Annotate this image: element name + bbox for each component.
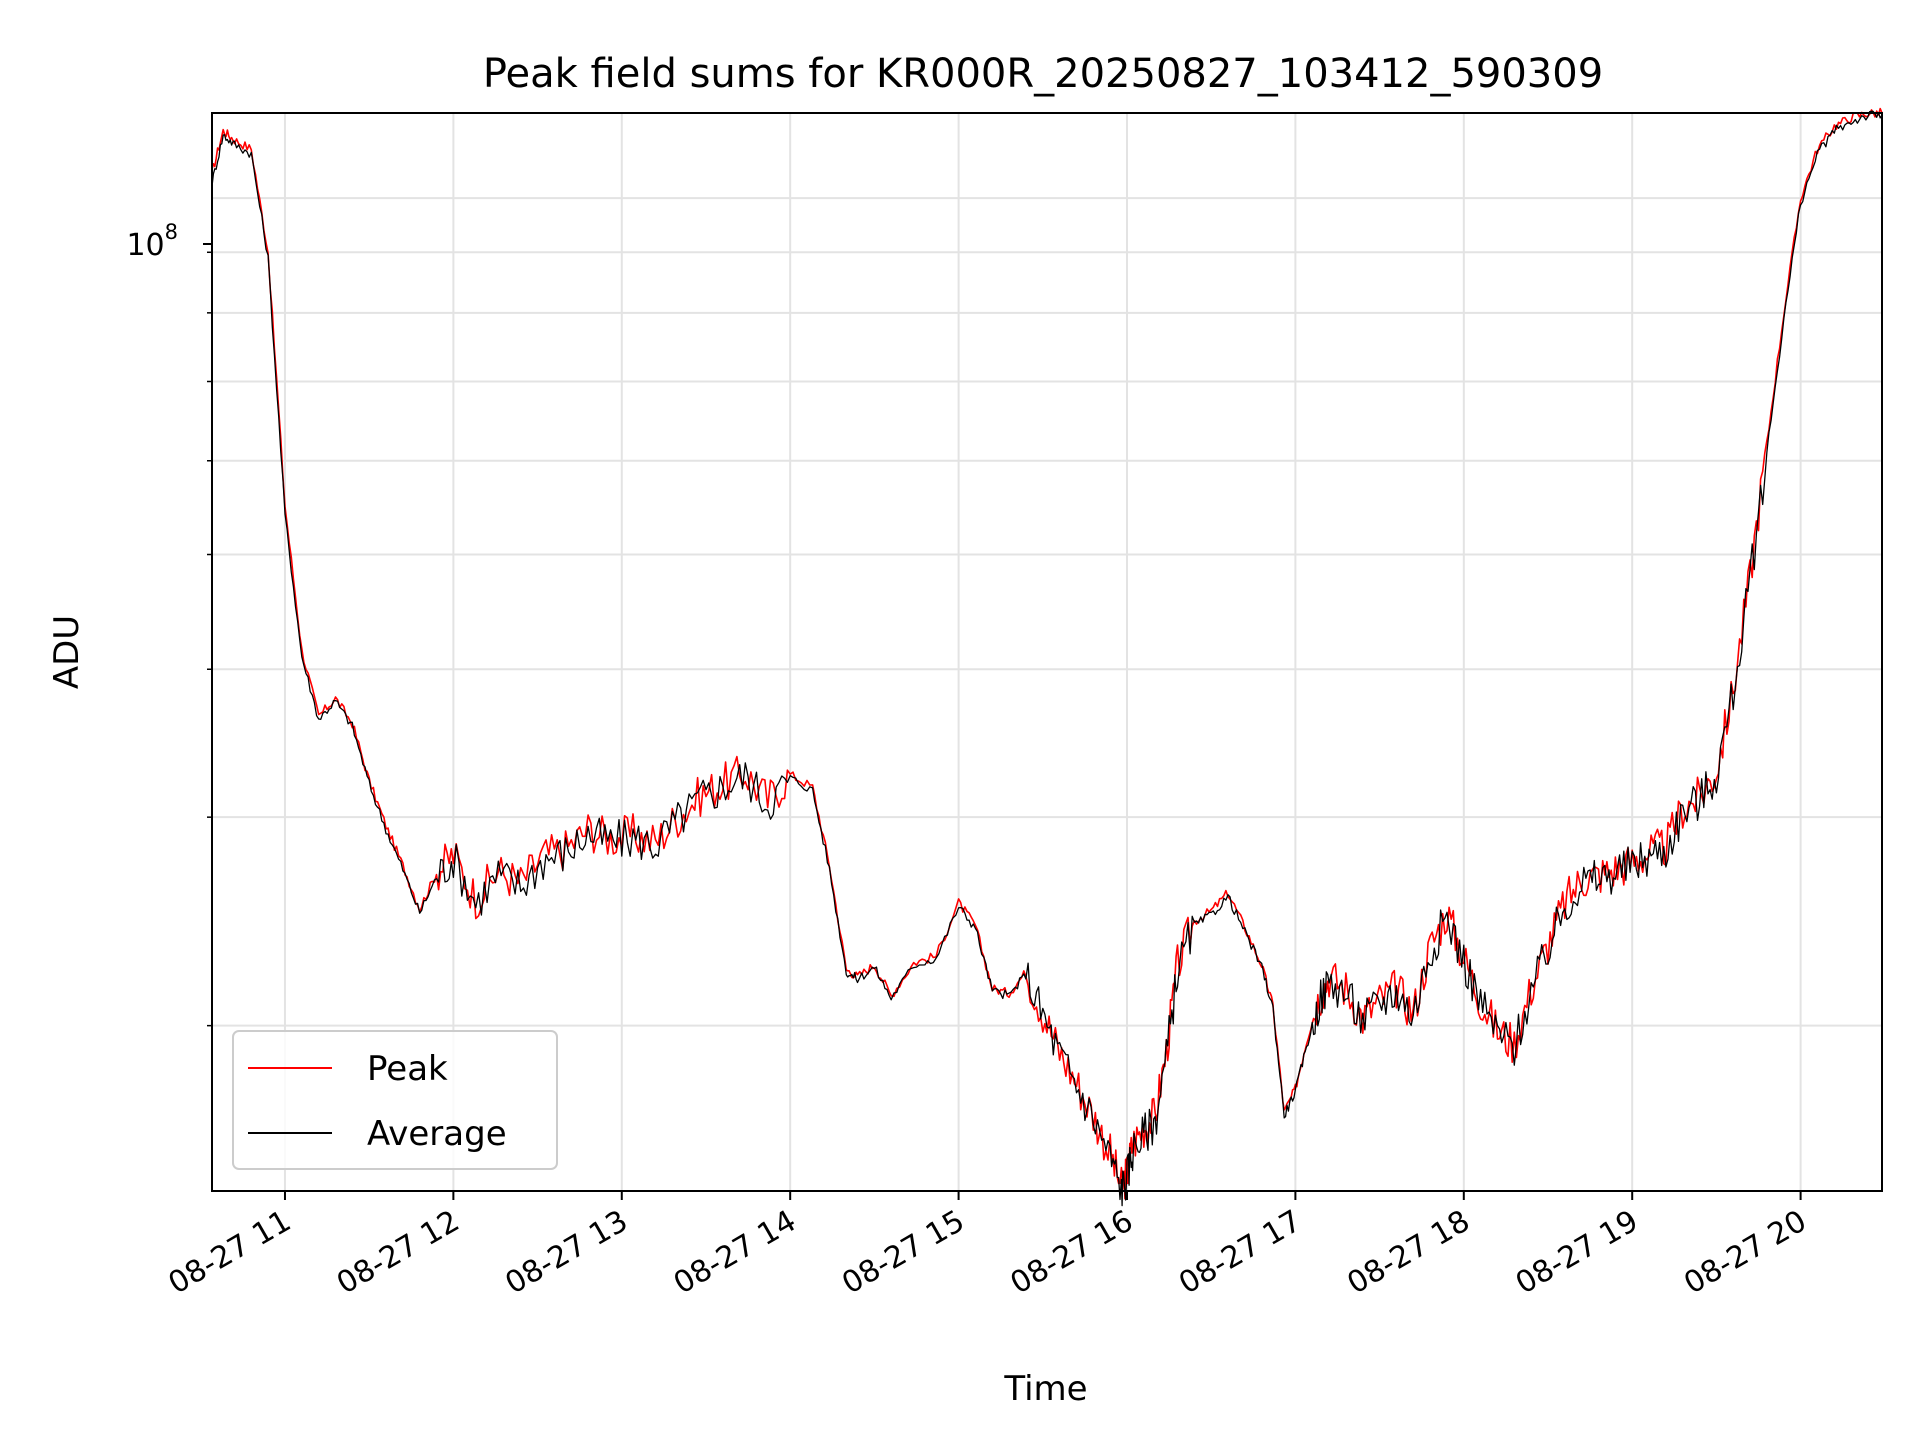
y-tick-label: 108 — [126, 220, 178, 263]
legend-box — [232, 1030, 558, 1170]
x-axis-label: Time — [1003, 1369, 1087, 1409]
legend-peak-label: Peak — [367, 1049, 448, 1089]
y-tick-label-exponent: 8 — [165, 220, 178, 244]
y-axis: 108 — [126, 220, 212, 1027]
series-line-peak — [211, 107, 1883, 1200]
legend-average-label: Average — [367, 1114, 507, 1154]
grid — [212, 113, 1882, 1191]
series-line-average — [211, 110, 1883, 1207]
y-tick-label-base: 10 — [126, 228, 164, 263]
chart-title: Peak field sums for KR000R_20250827_1034… — [483, 51, 1603, 97]
plot-frame — [211, 112, 1883, 1192]
plot-background — [212, 113, 1882, 1191]
y-axis-label: ADU — [47, 615, 87, 689]
legend: Peak Average — [232, 1030, 558, 1170]
plot-area — [211, 107, 1883, 1207]
series-layer — [211, 107, 1883, 1207]
